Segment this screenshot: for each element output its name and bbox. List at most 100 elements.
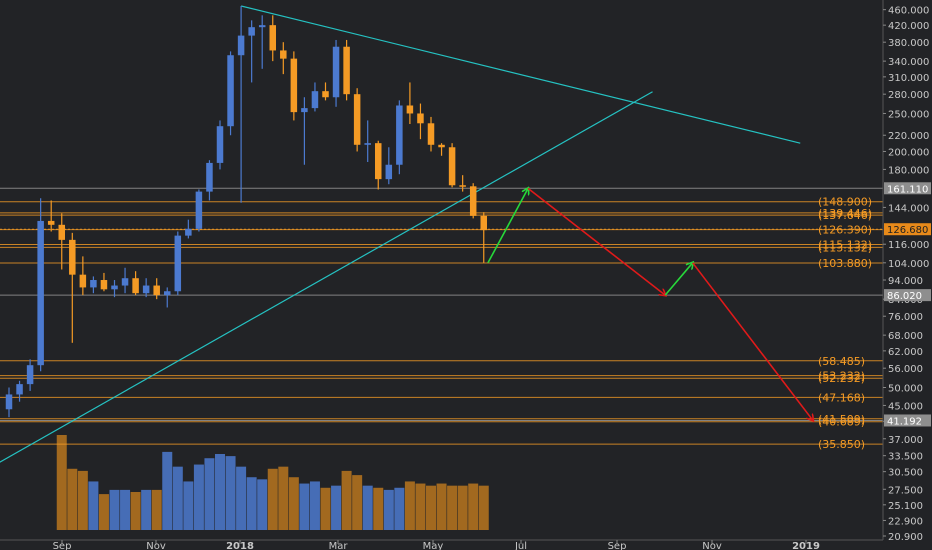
y-tick-label: 460.000	[888, 6, 929, 17]
y-tick-label: 33.500	[888, 452, 923, 463]
volume-bar	[257, 479, 268, 530]
volume-bar	[299, 483, 310, 530]
y-tick-label: 22.900	[888, 516, 923, 527]
volume-bar	[183, 481, 194, 530]
volume-bar	[426, 485, 436, 530]
candle-body	[195, 191, 203, 229]
candle-body	[100, 280, 108, 290]
candle-body	[427, 123, 435, 145]
y-tick-label: 380.000	[888, 38, 929, 49]
x-tick-label: 2019	[792, 541, 820, 550]
trendlines	[0, 5, 801, 463]
level-label: (41.509)	[818, 413, 865, 426]
volume-bar	[88, 481, 99, 530]
level-label: (53.232)	[818, 370, 865, 383]
candle-body	[353, 94, 361, 145]
volume-bar	[457, 485, 468, 530]
candle-body	[174, 235, 182, 292]
y-tick-label: 20.900	[888, 532, 923, 543]
volume-bar	[436, 483, 447, 530]
x-tick-label: Jul	[514, 541, 527, 550]
candle-body	[343, 46, 350, 95]
candle-body	[364, 143, 371, 145]
y-tick-label: 76.000	[888, 312, 923, 323]
candle-body	[417, 113, 424, 124]
y-tick-label: 94.000	[888, 276, 923, 287]
candle-body	[248, 27, 255, 36]
candle-body	[406, 105, 414, 114]
volume-bar	[130, 492, 141, 530]
candle-body	[280, 50, 287, 59]
price-tag	[884, 414, 931, 427]
candle-body	[153, 285, 160, 296]
candle-body	[459, 185, 466, 187]
price-tag-label: 126.680	[887, 225, 928, 236]
volume-bar	[141, 489, 152, 530]
candlesticks	[5, 6, 487, 418]
candle-body	[448, 147, 456, 186]
y-tick-label: 30.500	[888, 468, 923, 479]
level-label: (126.390)	[818, 224, 872, 237]
y-tick-label: 200.000	[888, 147, 929, 158]
volume-bar	[56, 435, 67, 530]
projection-segment	[527, 187, 665, 295]
y-tick-label: 45.000	[888, 401, 923, 412]
price-tag	[884, 182, 931, 195]
y-tick-label: 62.000	[888, 347, 923, 358]
candle-body	[311, 91, 319, 109]
projection-path	[487, 187, 813, 421]
candle-body	[216, 126, 224, 163]
level-label: (115.132)	[818, 239, 872, 252]
y-tick-label: 144.000	[888, 203, 929, 214]
candle-body	[164, 291, 171, 296]
candle-body	[290, 58, 298, 113]
candle-body	[111, 285, 118, 290]
level-label: (137.646)	[818, 209, 872, 222]
volume-bar	[151, 489, 162, 530]
volume-bar	[468, 483, 479, 530]
candle-body	[206, 162, 213, 192]
volume-bar	[341, 470, 352, 530]
volume-bar	[320, 487, 331, 530]
x-tick-label: Nov	[702, 541, 722, 550]
trendline	[240, 5, 801, 144]
y-tick-label: 250.000	[888, 109, 929, 120]
volume-bar	[236, 466, 247, 530]
y-tick-label: 420.000	[888, 21, 929, 32]
y-tick-label: 220.000	[888, 131, 929, 142]
projection-segment	[692, 262, 813, 421]
y-tick-label: 310.000	[888, 73, 929, 84]
projection-segment	[664, 263, 692, 296]
candle-body	[26, 365, 34, 385]
candle-body	[5, 394, 13, 410]
level-label: (35.850)	[818, 438, 865, 451]
candle-body	[322, 91, 329, 98]
y-tick-label: 37.000	[888, 435, 923, 446]
y-tick-label: 50.000	[888, 383, 923, 394]
candle-body	[227, 55, 234, 127]
candle-body	[269, 25, 276, 51]
level-labels: (148.900)(139.446)(137.646) (126.390) (115…	[818, 196, 872, 451]
x-tick-label: Sep	[53, 541, 72, 550]
level-label: (52.232)	[818, 372, 865, 385]
volume-bar	[162, 451, 173, 530]
volume-bar	[225, 456, 236, 530]
level-label: (113.132)	[818, 241, 872, 254]
x-tick-label: Sep	[608, 541, 627, 550]
candle-body	[237, 35, 245, 56]
candle-body	[121, 278, 129, 286]
volume-bar	[77, 470, 88, 530]
price-tag	[884, 223, 931, 236]
volume-bar	[193, 464, 204, 530]
y-tick-label: 180.000	[888, 165, 929, 176]
candle-body	[185, 228, 192, 236]
candle-body	[69, 239, 76, 275]
y-tick-label: 116.000	[888, 240, 929, 251]
candle-body	[438, 144, 445, 148]
volume-bars	[56, 435, 489, 530]
candle-body	[469, 186, 477, 216]
candle-body	[385, 164, 393, 180]
volume-bar	[67, 468, 78, 530]
